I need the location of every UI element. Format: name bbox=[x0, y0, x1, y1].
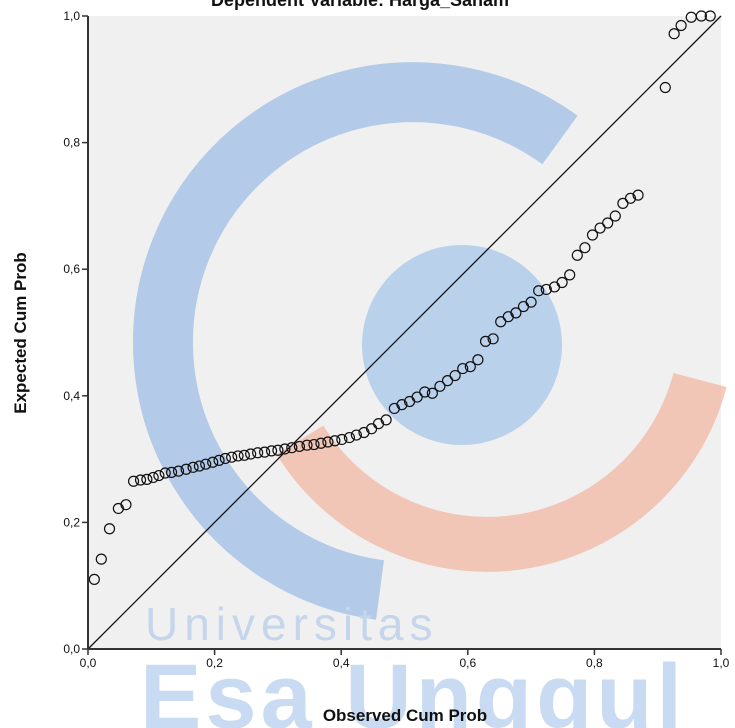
data-point bbox=[293, 440, 306, 453]
data-point bbox=[441, 375, 454, 387]
data-point bbox=[472, 354, 484, 366]
data-point bbox=[172, 465, 185, 477]
data-point bbox=[336, 433, 348, 446]
data-point bbox=[308, 438, 320, 451]
data-point bbox=[103, 523, 116, 535]
data-point bbox=[571, 249, 583, 261]
data-point bbox=[259, 446, 271, 458]
data-point bbox=[704, 10, 716, 22]
data-point bbox=[350, 429, 362, 441]
data-point bbox=[556, 276, 568, 289]
y-tick-label: 0,8 bbox=[63, 136, 80, 150]
data-point bbox=[301, 439, 313, 451]
data-point bbox=[279, 443, 291, 455]
x-ticks: 0,0 0,2 0,4 0,6 0,8 1,0 bbox=[80, 649, 730, 670]
data-point bbox=[675, 19, 687, 32]
x-tick-label: 0,0 bbox=[80, 656, 97, 670]
data-point bbox=[695, 10, 707, 22]
data-point bbox=[147, 471, 159, 484]
data-point bbox=[193, 460, 206, 472]
x-axis-title: Observed Cum Prob bbox=[323, 706, 487, 725]
data-point bbox=[464, 361, 476, 373]
data-point bbox=[632, 189, 644, 201]
data-point bbox=[533, 285, 545, 297]
y-tick-label: 0,6 bbox=[63, 262, 80, 276]
x-tick-label: 0,6 bbox=[459, 656, 476, 670]
data-point bbox=[668, 28, 680, 40]
watermark-salmon-arc bbox=[276, 372, 727, 572]
data-point bbox=[495, 316, 507, 328]
watermark-line1: Universitas bbox=[145, 598, 439, 650]
x-tick-label: 1,0 bbox=[713, 656, 730, 670]
watermark-logo: Universitas Esa Unggul bbox=[132, 62, 727, 728]
data-point bbox=[449, 369, 461, 382]
data-point bbox=[272, 444, 284, 456]
data-point bbox=[487, 333, 499, 345]
data-point bbox=[457, 362, 469, 375]
data-point bbox=[586, 229, 599, 241]
y-tick-label: 0,2 bbox=[63, 515, 80, 529]
data-point bbox=[200, 458, 212, 470]
data-points bbox=[88, 10, 716, 585]
data-point bbox=[617, 197, 629, 209]
data-point bbox=[380, 414, 392, 426]
data-point bbox=[219, 452, 231, 465]
data-point bbox=[411, 391, 423, 403]
data-point bbox=[659, 81, 671, 94]
data-point bbox=[207, 456, 219, 468]
data-point bbox=[329, 435, 341, 447]
data-point bbox=[609, 210, 621, 222]
data-point bbox=[315, 437, 327, 449]
x-tick-label: 0,2 bbox=[206, 656, 223, 670]
data-point bbox=[419, 386, 431, 398]
data-point bbox=[540, 283, 552, 296]
data-point bbox=[88, 573, 100, 585]
data-point bbox=[343, 431, 356, 444]
data-point bbox=[564, 269, 576, 281]
data-point bbox=[95, 553, 107, 565]
reference-line bbox=[87, 15, 722, 650]
data-point bbox=[286, 442, 298, 454]
data-point bbox=[134, 474, 147, 486]
data-point bbox=[265, 445, 278, 457]
data-point bbox=[525, 296, 537, 308]
data-point bbox=[322, 436, 334, 448]
watermark-blue-arc bbox=[132, 62, 578, 620]
data-point bbox=[153, 469, 165, 482]
y-tick-label: 1,0 bbox=[63, 9, 80, 23]
data-point bbox=[141, 473, 153, 485]
data-point bbox=[127, 475, 140, 487]
data-point bbox=[426, 387, 438, 399]
y-tick-label: 0,0 bbox=[63, 642, 80, 656]
data-point bbox=[245, 448, 257, 460]
y-ticks: 0,0 0,2 0,4 0,6 0,8 1,0 bbox=[63, 9, 88, 656]
data-point bbox=[624, 192, 637, 204]
data-point bbox=[120, 499, 132, 511]
data-point bbox=[165, 466, 178, 478]
data-point bbox=[159, 467, 171, 479]
data-point bbox=[238, 449, 250, 461]
data-point bbox=[187, 461, 199, 473]
y-axis-title: Expected Cum Prob bbox=[11, 252, 30, 414]
data-point bbox=[213, 454, 225, 466]
chart-title: Dependent Variable: Harga_Saham bbox=[211, 0, 509, 10]
data-point bbox=[510, 307, 522, 319]
x-tick-label: 0,8 bbox=[586, 656, 603, 670]
y-tick-label: 0,4 bbox=[63, 389, 80, 403]
data-point bbox=[252, 447, 264, 459]
data-point bbox=[579, 242, 591, 254]
data-point bbox=[396, 399, 408, 411]
data-point bbox=[479, 335, 492, 347]
watermark-line2: Esa Unggul bbox=[140, 646, 686, 728]
data-point bbox=[180, 463, 192, 475]
x-tick-label: 0,4 bbox=[333, 656, 350, 670]
data-point bbox=[434, 380, 446, 392]
data-point bbox=[232, 450, 244, 462]
data-point bbox=[602, 217, 614, 229]
data-point bbox=[226, 451, 238, 463]
data-point bbox=[594, 222, 606, 234]
